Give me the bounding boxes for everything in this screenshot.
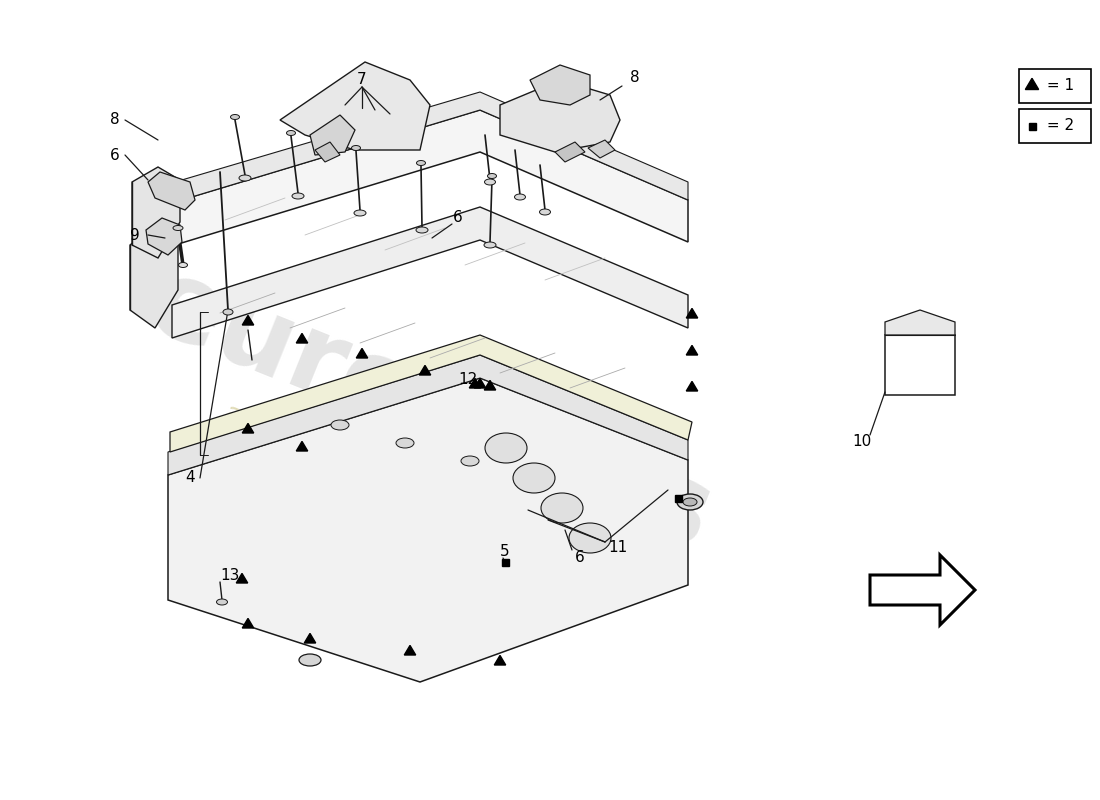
Polygon shape (168, 378, 687, 682)
Polygon shape (132, 167, 180, 258)
Ellipse shape (676, 494, 703, 510)
Polygon shape (1025, 78, 1038, 90)
Polygon shape (168, 355, 687, 475)
Polygon shape (175, 110, 688, 245)
Polygon shape (356, 349, 367, 358)
Ellipse shape (485, 433, 527, 463)
Polygon shape (530, 65, 590, 105)
Ellipse shape (396, 438, 414, 448)
Polygon shape (242, 618, 254, 628)
Polygon shape (474, 378, 486, 388)
Polygon shape (242, 423, 254, 433)
Polygon shape (470, 378, 481, 388)
Ellipse shape (173, 226, 183, 230)
Text: 6: 6 (110, 147, 120, 162)
Polygon shape (305, 634, 316, 643)
Ellipse shape (484, 242, 496, 248)
Ellipse shape (354, 210, 366, 216)
Bar (674, 494, 682, 502)
Ellipse shape (331, 420, 349, 430)
Polygon shape (236, 574, 248, 583)
Text: = 2: = 2 (1042, 118, 1074, 134)
Ellipse shape (569, 523, 611, 553)
Polygon shape (686, 308, 697, 318)
Polygon shape (296, 334, 308, 343)
Ellipse shape (513, 463, 556, 493)
Polygon shape (315, 142, 340, 162)
Polygon shape (686, 382, 697, 391)
Text: 8: 8 (110, 113, 120, 127)
Ellipse shape (292, 193, 304, 199)
Polygon shape (419, 366, 431, 375)
Text: 6: 6 (453, 210, 463, 226)
Text: 7: 7 (358, 73, 366, 87)
Ellipse shape (417, 161, 426, 166)
Ellipse shape (515, 194, 526, 200)
Ellipse shape (541, 493, 583, 523)
Polygon shape (175, 92, 688, 202)
Ellipse shape (487, 174, 496, 178)
Text: 11: 11 (608, 541, 628, 555)
Text: europarts: europarts (132, 249, 727, 571)
Text: 10: 10 (852, 434, 871, 450)
Ellipse shape (223, 309, 233, 315)
Polygon shape (405, 646, 416, 655)
Text: 12: 12 (459, 373, 477, 387)
Polygon shape (886, 310, 955, 335)
Text: = 1: = 1 (1042, 78, 1074, 94)
Polygon shape (500, 80, 620, 152)
Polygon shape (280, 62, 430, 150)
Ellipse shape (239, 175, 251, 181)
Ellipse shape (484, 179, 495, 185)
Polygon shape (146, 218, 182, 255)
Ellipse shape (461, 456, 478, 466)
Bar (1028, 122, 1035, 130)
Text: a passion for parts since 1985: a passion for parts since 1985 (220, 399, 639, 590)
Text: 4: 4 (185, 470, 195, 486)
Polygon shape (130, 225, 178, 328)
Text: 13: 13 (220, 567, 240, 582)
Text: 9: 9 (130, 227, 140, 242)
Polygon shape (484, 380, 496, 390)
Ellipse shape (539, 209, 550, 215)
Polygon shape (170, 335, 692, 452)
Polygon shape (870, 555, 975, 625)
Text: 6: 6 (575, 550, 585, 566)
Polygon shape (886, 335, 955, 395)
Ellipse shape (352, 146, 361, 150)
Text: 5: 5 (500, 545, 509, 559)
Polygon shape (686, 346, 697, 355)
Ellipse shape (683, 498, 697, 506)
FancyBboxPatch shape (1019, 69, 1091, 103)
FancyBboxPatch shape (1019, 109, 1091, 143)
Ellipse shape (416, 227, 428, 233)
Ellipse shape (299, 654, 321, 666)
Ellipse shape (286, 130, 296, 135)
Polygon shape (494, 655, 506, 665)
Bar (502, 558, 508, 566)
Polygon shape (556, 142, 585, 162)
Ellipse shape (178, 262, 187, 267)
Ellipse shape (217, 599, 228, 605)
Polygon shape (296, 442, 308, 451)
Polygon shape (242, 315, 254, 325)
Polygon shape (310, 115, 355, 155)
Polygon shape (148, 172, 195, 210)
Text: 8: 8 (630, 70, 640, 86)
Polygon shape (172, 207, 688, 338)
Polygon shape (588, 140, 615, 158)
Ellipse shape (231, 114, 240, 119)
